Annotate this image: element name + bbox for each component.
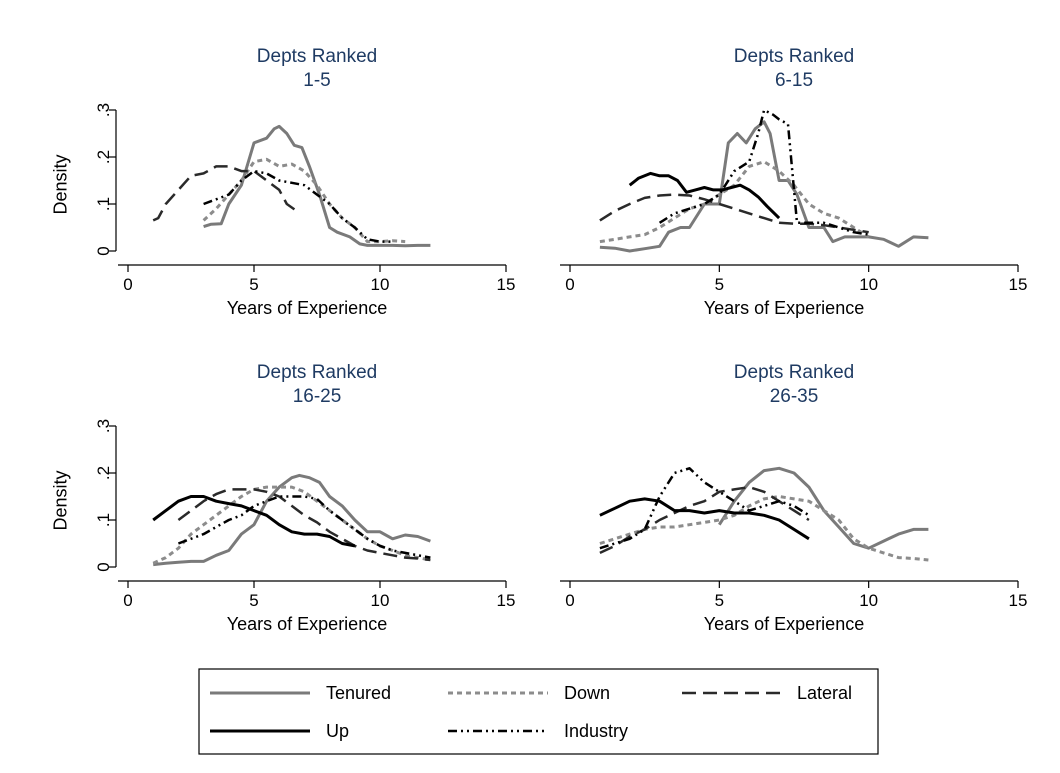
series-line-industry — [599, 467, 810, 550]
legend-label: Tenured — [326, 683, 391, 703]
x-tick-label: 10 — [371, 275, 390, 294]
x-axis-label: Years of Experience — [227, 614, 387, 634]
x-tick-label: 15 — [1009, 275, 1028, 294]
panel-title: Depts Ranked — [734, 46, 854, 67]
legend-item-up: Up — [210, 721, 349, 741]
legend-box — [198, 668, 879, 755]
panel-2: Depts Ranked 6-15 0 5 10 15 Years of Experienc… — [560, 46, 1027, 318]
legend-label: Down — [564, 683, 610, 703]
panel-subtitle: 26-35 — [770, 386, 819, 407]
y-axis-label: Density — [50, 470, 70, 530]
x-tick-label: 15 — [497, 591, 516, 610]
panel-1: Depts Ranked 1-5 0 5 10 15 Years of Experience… — [50, 46, 515, 318]
panel-3: Depts Ranked 16-25 0 5 10 15 Years of Experien… — [50, 362, 515, 634]
series-line-industry — [203, 169, 393, 243]
series-line-tenured — [153, 473, 431, 567]
series-line-industry — [658, 108, 869, 236]
y-tick-label: .2 — [94, 150, 113, 164]
series-line-up — [628, 171, 781, 220]
y-tick-label: .3 — [94, 103, 113, 117]
series-line-down — [599, 495, 929, 562]
series-line-down — [152, 485, 431, 565]
panel-subtitle: 6-15 — [775, 70, 813, 91]
legend: Tenured Down Lateral Up Industry — [198, 668, 879, 755]
series-line-industry — [177, 495, 431, 559]
legend-label: Up — [326, 721, 349, 741]
x-tick-label: 15 — [497, 275, 516, 294]
panel-4: Depts Ranked 26-35 0 5 10 15 Years of Experien… — [560, 362, 1027, 634]
series-line-lateral — [177, 488, 431, 562]
x-tick-label: 10 — [859, 275, 878, 294]
y-tick-label: .3 — [94, 419, 113, 433]
panel-subtitle: 16-25 — [293, 386, 342, 407]
x-axis-label: Years of Experience — [227, 298, 387, 318]
legend-item-down: Down — [448, 683, 610, 703]
series-line-up — [599, 497, 810, 541]
legend-item-industry: Industry — [448, 721, 628, 741]
panels: Depts Ranked 1-5 0 5 10 15 Years of Experience… — [50, 46, 1027, 634]
series-line-tenured — [718, 466, 929, 550]
legend-item-tenured: Tenured — [210, 683, 391, 703]
y-axis-label: Density — [50, 154, 70, 214]
x-tick-label: 5 — [715, 591, 724, 610]
x-axis-label: Years of Experience — [704, 298, 864, 318]
y-tick-label: .1 — [94, 197, 113, 211]
x-axis-label: Years of Experience — [704, 614, 864, 634]
y-tick-label: .2 — [94, 466, 113, 480]
x-tick-label: 0 — [123, 275, 132, 294]
series-line-lateral — [599, 193, 869, 234]
panel-title: Depts Ranked — [257, 46, 377, 67]
legend-item-lateral: Lateral — [682, 683, 852, 703]
x-tick-label: 10 — [371, 591, 390, 610]
x-tick-label: 5 — [249, 275, 258, 294]
series-line-lateral — [599, 485, 810, 555]
x-tick-label: 5 — [715, 275, 724, 294]
series-line-tenured — [599, 120, 929, 253]
x-tick-label: 5 — [249, 591, 258, 610]
legend-label: Industry — [564, 721, 628, 741]
series-line-lateral — [152, 165, 298, 222]
panel-title: Depts Ranked — [734, 362, 854, 383]
x-tick-label: 0 — [565, 591, 574, 610]
panel-subtitle: 1-5 — [303, 70, 330, 91]
x-tick-label: 15 — [1009, 591, 1028, 610]
y-tick-label: 0 — [94, 562, 113, 571]
series-line-down — [202, 157, 406, 244]
x-tick-label: 0 — [123, 591, 132, 610]
series-line-up — [152, 495, 356, 548]
y-tick-label: 0 — [94, 246, 113, 255]
series-line-down — [599, 160, 870, 244]
legend-items: Tenured Down Lateral Up Industry — [210, 683, 852, 741]
series-line-tenured — [203, 124, 431, 248]
panel-title: Depts Ranked — [257, 362, 377, 383]
x-tick-label: 10 — [859, 591, 878, 610]
x-tick-label: 0 — [565, 275, 574, 294]
legend-label: Lateral — [797, 683, 852, 703]
y-tick-label: .1 — [94, 513, 113, 527]
